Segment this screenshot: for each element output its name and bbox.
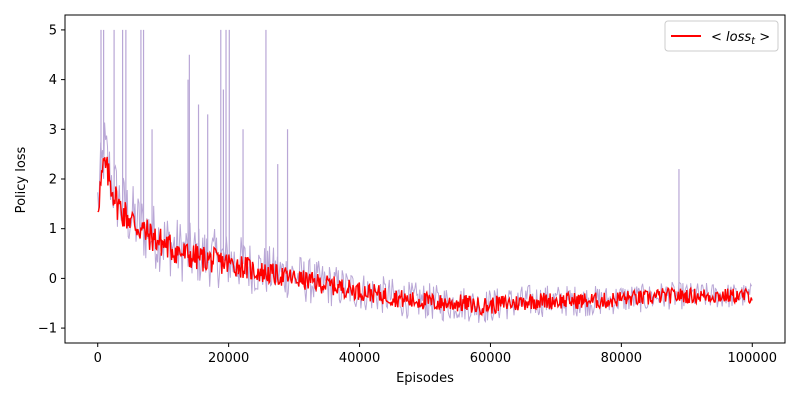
x-tick-label: 60000 bbox=[470, 351, 511, 366]
x-tick-label: 80000 bbox=[601, 351, 642, 366]
y-tick-label: 4 bbox=[49, 73, 57, 88]
variance-band bbox=[97, 29, 753, 323]
y-axis-title: Policy loss bbox=[14, 146, 29, 213]
x-tick-label: 40000 bbox=[339, 351, 380, 366]
x-tick-label: 20000 bbox=[208, 351, 249, 366]
y-tick-label: 5 bbox=[49, 23, 57, 38]
legend: < losst > bbox=[664, 20, 779, 52]
series-line-layer bbox=[97, 156, 753, 317]
series-line bbox=[97, 156, 753, 317]
y-tick-label: 2 bbox=[49, 173, 57, 188]
y-tick-label: −1 bbox=[38, 322, 57, 337]
y-tick-label: 1 bbox=[49, 222, 57, 237]
x-axis-title: Episodes bbox=[396, 371, 454, 386]
legend-box bbox=[664, 20, 779, 52]
x-tick-label: 100000 bbox=[727, 351, 777, 366]
y-tick-label: 0 bbox=[49, 272, 57, 287]
legend-label: < losst > bbox=[711, 30, 770, 47]
x-tick-label: 0 bbox=[94, 351, 102, 366]
y-tick-label: 3 bbox=[49, 123, 57, 138]
